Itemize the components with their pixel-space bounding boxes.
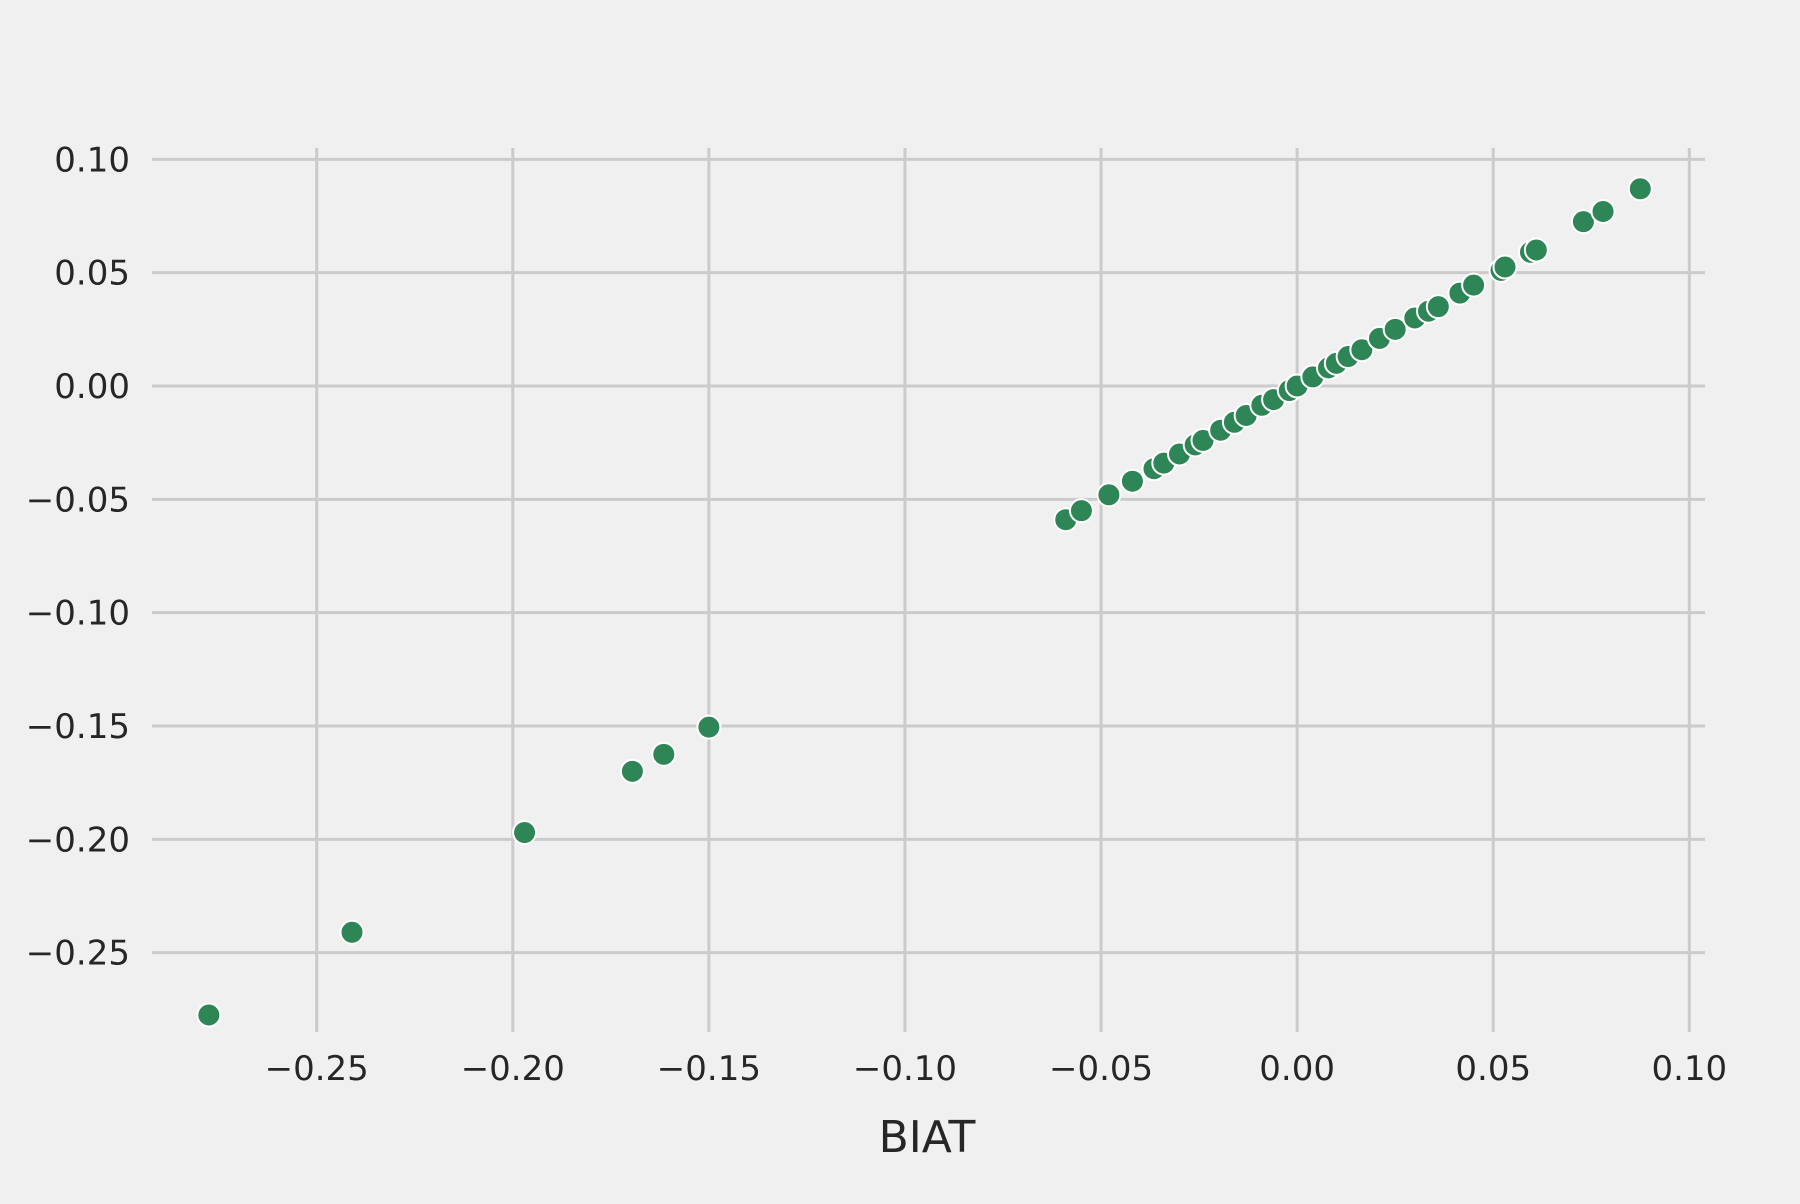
data-point [1382,316,1408,342]
data-point [1096,482,1122,508]
data-point [619,758,645,784]
data-points [196,176,1653,1028]
data-point [1068,498,1094,524]
y-tick-label: −0.05 [26,480,130,520]
y-tick-label: −0.25 [26,934,130,974]
y-tick-label: 0.05 [54,254,130,294]
data-point [1461,272,1487,298]
data-point [1523,237,1549,263]
data-point [339,919,365,945]
y-tick-labels: 0.10 0.05 0.00 −0.05 −0.10 −0.15 −0.20 −0.25 [26,140,130,973]
data-point [196,1002,222,1028]
x-tick-label: −0.05 [1049,1049,1153,1089]
data-point [1492,254,1518,280]
data-point [1590,198,1616,224]
data-point [651,741,677,767]
data-point [1425,294,1451,320]
x-tick-label: 0.10 [1651,1049,1727,1089]
y-tick-label: −0.10 [26,594,130,634]
grid-lines [152,148,1705,1032]
x-tick-labels: −0.25 −0.20 −0.15 −0.10 −0.05 0.00 0.05 0.10 [265,1049,1728,1089]
data-point [1627,176,1653,202]
x-tick-label: −0.25 [265,1049,369,1089]
x-tick-label: −0.10 [853,1049,957,1089]
x-tick-label: −0.15 [657,1049,761,1089]
y-tick-label: 0.10 [54,140,130,180]
data-point [1119,468,1145,494]
x-tick-label: −0.20 [461,1049,565,1089]
data-point [512,820,538,846]
x-tick-label: 0.00 [1259,1049,1335,1089]
y-tick-label: −0.20 [26,820,130,860]
data-point [1349,337,1375,363]
data-point [696,714,722,740]
x-axis-title: BIAT [879,1112,976,1163]
y-tick-label: −0.15 [26,707,130,747]
y-tick-label: 0.00 [54,367,130,407]
data-point [1570,209,1596,235]
x-tick-label: 0.05 [1455,1049,1531,1089]
